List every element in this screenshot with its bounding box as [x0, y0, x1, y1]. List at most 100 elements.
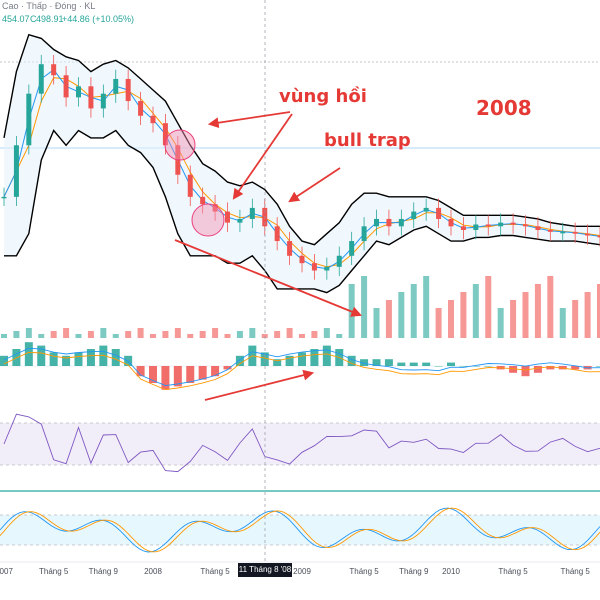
volume-bar [311, 331, 318, 338]
macd-histogram-bar [235, 355, 244, 366]
macd-histogram-bar [546, 366, 555, 370]
volume-bar [547, 276, 554, 338]
volume-bar [510, 300, 517, 338]
candle-body [200, 196, 206, 205]
macd-histogram-bar [347, 355, 356, 366]
macd-histogram-bar [49, 352, 58, 366]
volume-bar [112, 334, 119, 338]
x-tick-label: 2007 [0, 567, 13, 576]
candle-body [324, 266, 330, 271]
volume-bar [385, 300, 392, 338]
candle-body [349, 241, 355, 256]
volume-bar [534, 284, 541, 338]
volume-bar [361, 276, 368, 338]
macd-histogram-bar [260, 352, 269, 366]
macd-histogram-bar [360, 359, 369, 366]
volume-bar [1, 334, 7, 338]
candle-body [572, 231, 578, 234]
volume-bar [25, 328, 32, 338]
volume-bar [323, 328, 330, 338]
candle-body [473, 224, 479, 230]
macd-histogram-bar [422, 362, 431, 366]
volume-bar [572, 300, 579, 338]
candle-body [361, 226, 367, 242]
open-price: 454.07 [2, 14, 30, 24]
macd-histogram-bar [397, 362, 406, 366]
volume-bar [63, 328, 70, 338]
candle-body [249, 207, 255, 219]
stochastic-d-line [0, 507, 600, 553]
rsi-range-band [0, 423, 600, 465]
candle-body [585, 233, 591, 236]
volume-bar [38, 334, 45, 338]
candle-body [187, 174, 193, 197]
candle-body [51, 64, 57, 76]
volume-bar [410, 284, 417, 338]
stochastic-k-line [0, 507, 600, 553]
arrow-downtrend [174, 239, 363, 317]
candle-body [374, 218, 379, 227]
volume-bar [448, 300, 454, 338]
volume-bar [212, 328, 219, 338]
change-text: +44.86 (+10.05%) [62, 14, 135, 24]
candle-body [485, 224, 491, 227]
macd-histogram-bar [173, 366, 182, 387]
candle-body [411, 211, 417, 219]
candle-body [535, 226, 541, 230]
macd-histogram-bar [447, 362, 455, 366]
candle-body [138, 101, 144, 116]
volume-bar [75, 334, 82, 338]
x-tick-label: 2009 [293, 567, 311, 576]
volume-bar [435, 308, 442, 338]
macd-histogram-bar [161, 366, 170, 390]
macd-histogram-bar [484, 366, 493, 367]
price-panel [0, 33, 600, 294]
macd-histogram-bar [111, 349, 120, 366]
macd-histogram-bar [99, 345, 108, 366]
candle-body [547, 230, 553, 232]
candle-body [13, 145, 19, 197]
macd-histogram-bar [86, 349, 95, 366]
volume-bar [522, 292, 529, 338]
macd-histogram-bar [198, 366, 207, 380]
macd-histogram-bar [74, 352, 83, 366]
candle-body [274, 226, 280, 242]
macd-histogram-bar [186, 366, 195, 383]
candle-body [398, 218, 404, 227]
close-price: 498.91 [36, 14, 64, 24]
x-tick-label: Tháng 5 [498, 567, 528, 576]
legend-header: Cao · Thấp · Đóng · KL 454.07 C 498.91 +… [0, 0, 600, 30]
candle-body [38, 64, 44, 94]
macd-line [3, 347, 600, 387]
volume-bar [236, 331, 243, 338]
macd-histogram-bar [384, 359, 393, 366]
volume-bar [249, 328, 256, 338]
volume-bar [373, 308, 380, 338]
volume-bar [286, 328, 293, 338]
volume-bar [13, 331, 20, 338]
macd-histogram-bar [24, 342, 33, 366]
volume-bar [50, 331, 57, 338]
rsi-line [3, 413, 600, 473]
volume-bar [187, 334, 194, 338]
annotation-recovery: vùng hồi [279, 86, 367, 107]
macd-histogram-bar [533, 366, 542, 373]
highlight-circle-1 [164, 129, 196, 161]
macd-histogram-bar [571, 366, 580, 370]
candle-body [510, 222, 516, 225]
arrow-to-bull-trap [288, 167, 341, 203]
candle-body [460, 226, 466, 230]
macd-histogram-bar [223, 366, 232, 370]
volume-bar [199, 331, 206, 338]
volume-bar [336, 334, 343, 338]
candle-body [125, 78, 131, 102]
volume-bar [162, 331, 169, 338]
candle-body [237, 218, 243, 223]
candle-body [162, 123, 168, 146]
x-tick-label: 2010 [442, 567, 460, 576]
volume-bar [398, 292, 405, 338]
macd-histogram-bar [37, 345, 46, 366]
volume-bar [100, 328, 107, 338]
macd-histogram-bar [372, 359, 381, 366]
